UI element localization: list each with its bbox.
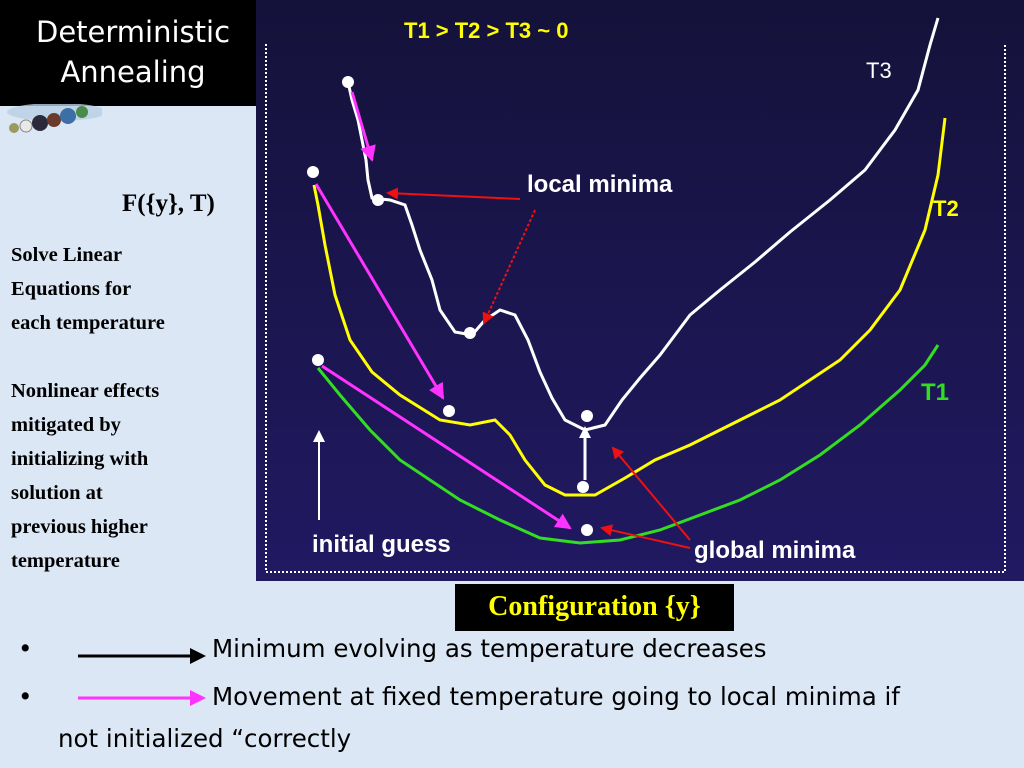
point-t3-global (581, 410, 593, 422)
title-line-2: Annealing (60, 55, 206, 89)
function-label: F({y}, T) (122, 190, 215, 217)
side-line: mitigated by (11, 414, 121, 436)
red-arrow-local-2 (482, 209, 536, 325)
curve-t3 (346, 17, 940, 432)
magenta-arrow-t1 (321, 364, 572, 530)
point-t1-start (312, 354, 324, 366)
red-arrow-global-1 (611, 446, 691, 541)
logo-icon (7, 104, 102, 133)
curve-t1 (316, 344, 940, 545)
red-arrow-local-1 (386, 187, 521, 200)
magenta-arrow-icon (78, 690, 206, 706)
legend-text-movement: Movement at fixed temperature going to l… (212, 682, 900, 711)
legend-text-evolving: Minimum evolving as temperature decrease… (212, 634, 767, 663)
label-t3: T3 (866, 58, 892, 83)
annealing-diagram-svg: T1 > T2 > T3 ~ 0 T3 T2 T1 local minima g… (265, 17, 1006, 573)
bullet-dot: • (18, 682, 33, 711)
side-line: Solve Linear (11, 244, 123, 266)
side-line: initializing with (11, 448, 149, 470)
legend-text-movement-cont: not initialized “correctly (58, 724, 352, 753)
side-line: solution at (11, 482, 103, 504)
curve-t2 (312, 117, 947, 497)
red-arrow-global-2 (600, 524, 691, 549)
side-line: Nonlinear effects (11, 380, 160, 402)
side-line: each temperature (11, 312, 165, 334)
local-minima-label: local minima (527, 171, 673, 198)
side-line: previous higher (11, 516, 148, 538)
point-t2-start (307, 166, 319, 178)
side-line: temperature (11, 550, 120, 572)
label-t2: T2 (933, 196, 959, 221)
black-arrow-icon (78, 648, 206, 664)
slide-title: Deterministic Annealing (0, 0, 266, 106)
side-text-linear: Solve Linear Equations for each temperat… (11, 238, 251, 340)
initial-guess-label: initial guess (312, 531, 451, 558)
magenta-arrow-t3 (350, 91, 376, 162)
point-t2-global (577, 481, 589, 493)
point-t3-local (372, 194, 384, 206)
plot-frame (265, 44, 1006, 573)
point-t1-global (581, 524, 593, 536)
annealing-diagram: T1 > T2 > T3 ~ 0 T3 T2 T1 local minima g… (256, 0, 1024, 581)
temperature-header: T1 > T2 > T3 ~ 0 (404, 18, 568, 43)
bullet-dot: • (18, 634, 33, 663)
label-t1: T1 (921, 379, 949, 406)
title-line-1: Deterministic (35, 15, 231, 49)
point-t3-start (342, 76, 354, 88)
magenta-arrow-t2 (314, 183, 445, 400)
point-t2-local (443, 405, 455, 417)
point-t3-local-2 (464, 327, 476, 339)
x-axis-label: Configuration {y} (455, 584, 734, 631)
side-text-nonlinear: Nonlinear effects mitigated by initializ… (11, 374, 251, 578)
side-line: Equations for (11, 278, 132, 300)
global-minima-label: global minima (694, 537, 856, 564)
